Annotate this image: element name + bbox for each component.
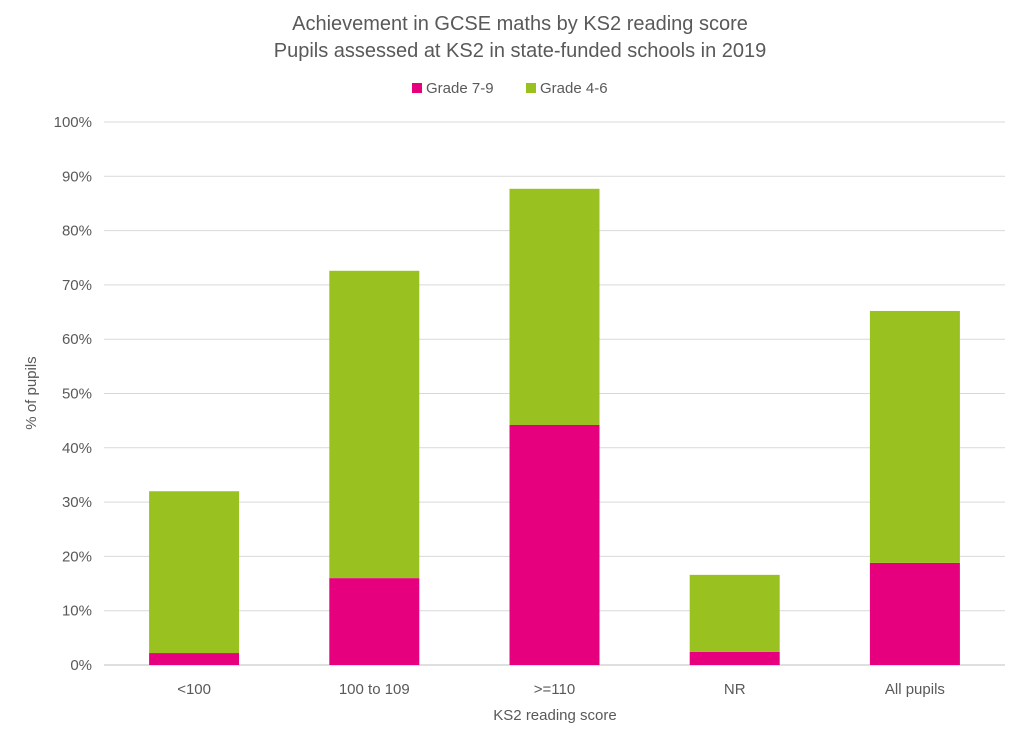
y-axis-label: % of pupils — [23, 356, 40, 429]
legend-label: Grade 4-6 — [540, 80, 608, 97]
bar-grade-7-9-0 — [149, 653, 240, 665]
legend-swatch — [412, 83, 422, 93]
x-tick-label: NR — [724, 681, 746, 698]
y-tick-label: 80% — [62, 223, 92, 240]
bar-grade-7-9-1 — [329, 578, 420, 665]
x-tick-label: >=110 — [534, 681, 575, 698]
y-tick-label: 30% — [62, 494, 92, 511]
chart-title-line2: Pupils assessed at KS2 in state-funded s… — [274, 40, 767, 62]
x-tick-label: All pupils — [885, 681, 945, 698]
x-tick-labels: <100 100 to 109 >=110 NR All pupils — [177, 681, 945, 698]
y-tick-label: 70% — [62, 277, 92, 294]
y-tick-label: 40% — [62, 440, 92, 457]
y-tick-label: 20% — [62, 548, 92, 565]
x-tick-label: 100 to 109 — [339, 681, 410, 698]
bar-grade-7-9-2 — [509, 424, 600, 665]
legend: Grade 7-9 Grade 4-6 — [412, 80, 608, 97]
bar-grade-4-6-0 — [149, 491, 240, 654]
y-tick-label: 10% — [62, 603, 92, 620]
legend-label: Grade 7-9 — [426, 80, 494, 97]
x-tick-label: <100 — [177, 681, 211, 698]
bars — [149, 188, 960, 665]
y-tick-label: 0% — [70, 657, 92, 674]
y-tick-label: 50% — [62, 386, 92, 403]
bar-grade-4-6-4 — [869, 310, 960, 563]
legend-swatch — [526, 83, 536, 93]
bar-grade-7-9-4 — [869, 562, 960, 665]
bar-grade-7-9-3 — [689, 651, 780, 665]
bar-grade-4-6-2 — [509, 188, 600, 425]
y-tick-label: 100% — [54, 114, 92, 131]
y-tick-label: 90% — [62, 168, 92, 185]
x-axis-label: KS2 reading score — [493, 707, 616, 724]
y-tick-label: 60% — [62, 331, 92, 348]
bar-grade-4-6-3 — [689, 574, 780, 652]
chart-title-line1: Achievement in GCSE maths by KS2 reading… — [292, 13, 748, 35]
bar-grade-4-6-1 — [329, 270, 420, 579]
